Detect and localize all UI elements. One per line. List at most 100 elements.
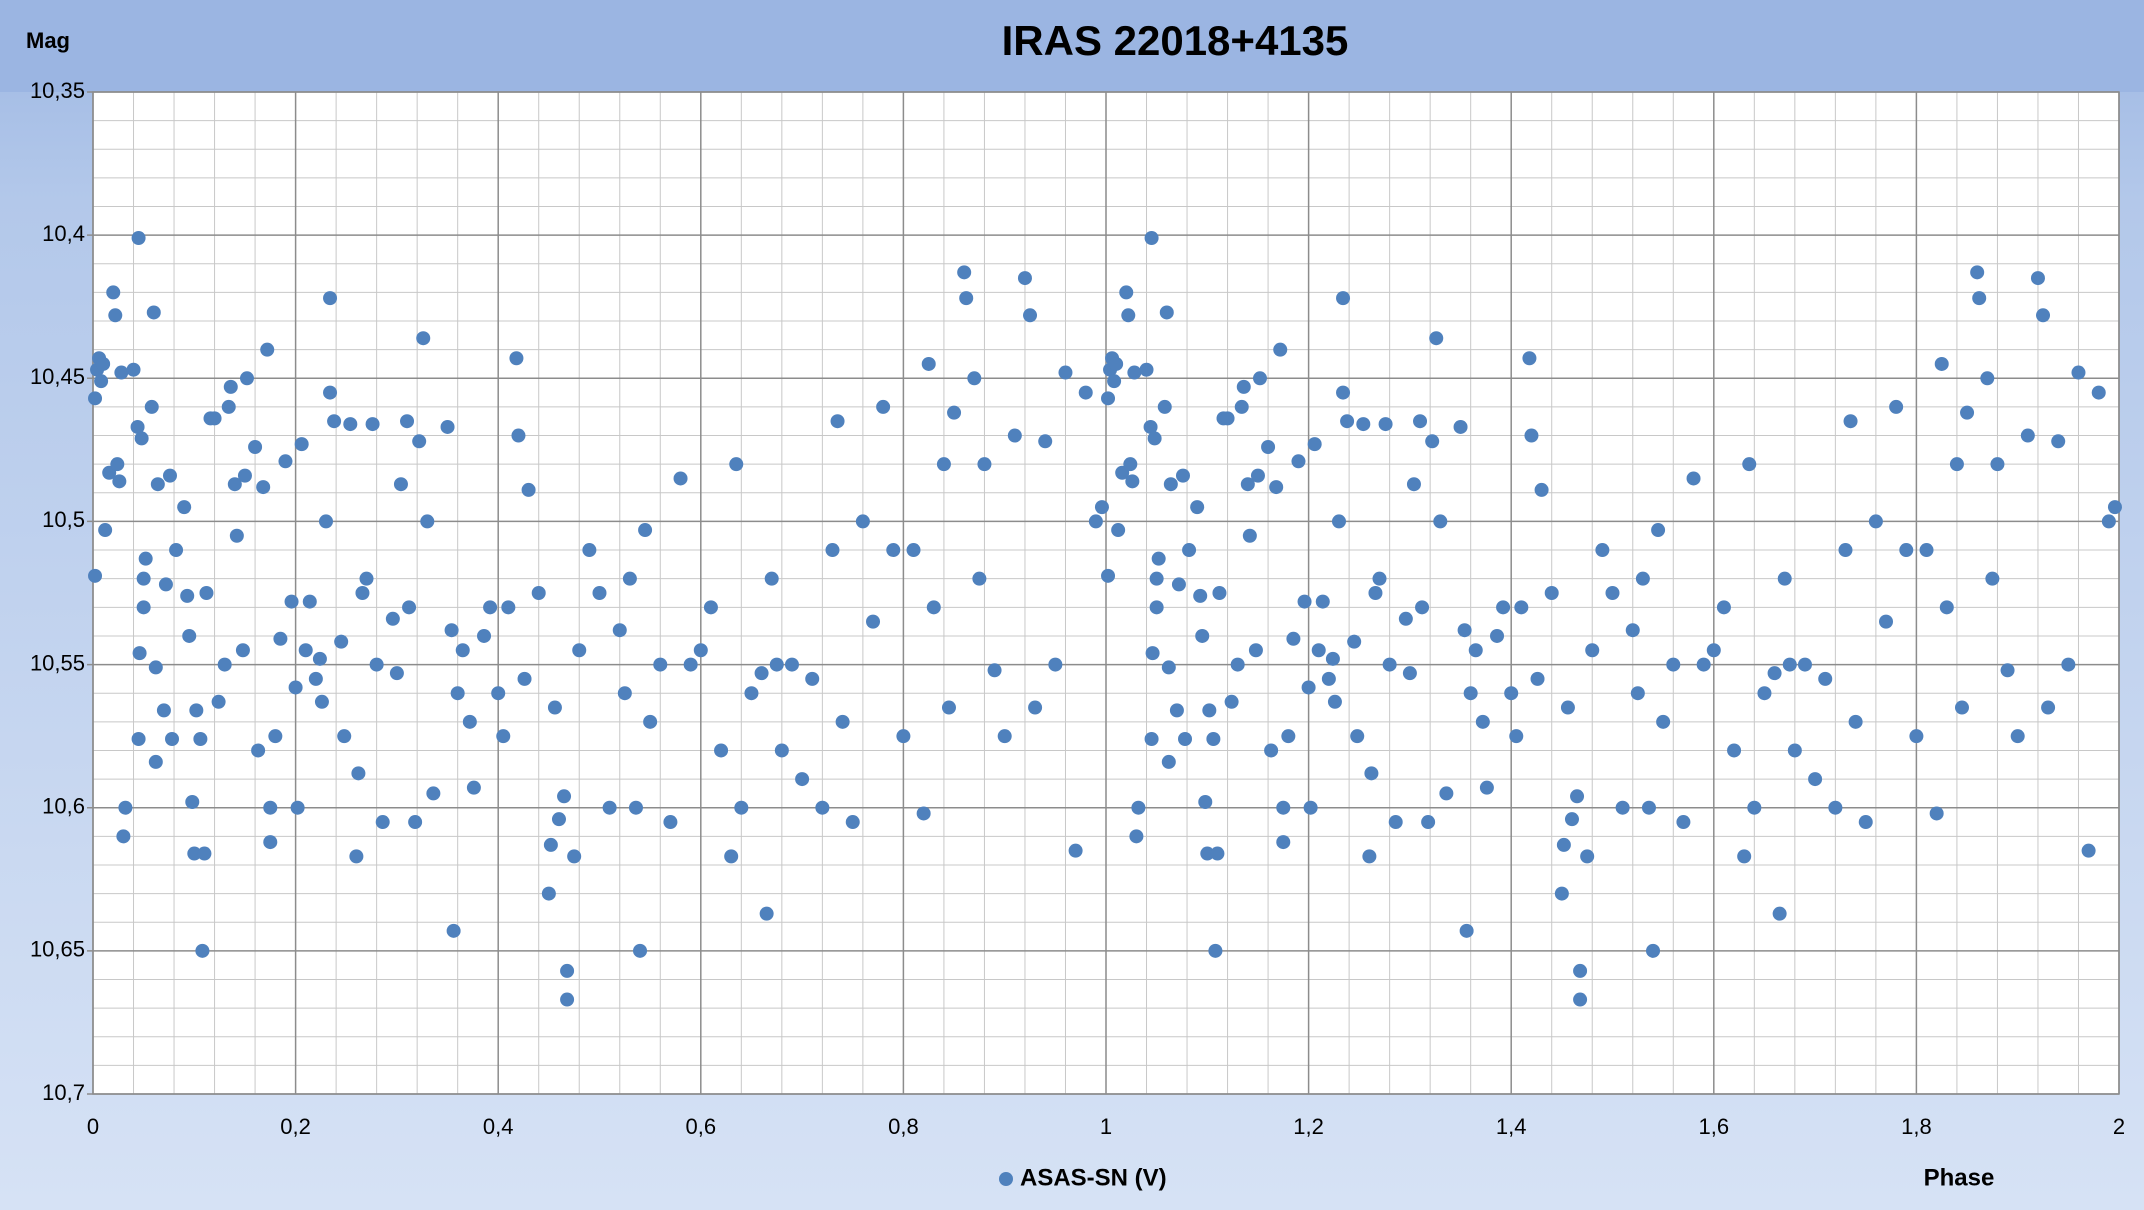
- data-point: [114, 365, 129, 380]
- data-point: [1131, 800, 1146, 815]
- data-point: [835, 714, 850, 729]
- data-point: [1605, 586, 1620, 600]
- data-point: [98, 523, 113, 538]
- data-point: [1524, 428, 1539, 443]
- data-point: [312, 651, 327, 666]
- data-point: [957, 265, 972, 280]
- data-point: [1468, 643, 1483, 658]
- data-point: [1210, 846, 1225, 861]
- data-point: [1676, 815, 1691, 830]
- data-point: [112, 474, 127, 489]
- data-point: [1127, 365, 1142, 380]
- data-point: [1094, 500, 1109, 515]
- data-point: [180, 588, 195, 603]
- data-point: [185, 794, 200, 809]
- data-point: [1175, 468, 1190, 483]
- data-point: [237, 468, 252, 483]
- plot-frame: [92, 91, 2120, 1095]
- data-point: [1737, 849, 1752, 864]
- header-band: [0, 0, 2144, 92]
- data-point: [734, 800, 749, 815]
- x-tick-label: 1: [1100, 1114, 1112, 1139]
- y-tick-label: 10,5: [42, 507, 85, 532]
- data-point: [1240, 477, 1255, 492]
- data-point: [369, 657, 384, 672]
- data-point: [1433, 514, 1448, 529]
- data-point: [1556, 837, 1571, 852]
- data-point: [805, 671, 820, 686]
- data-point: [211, 694, 226, 709]
- data-point: [1382, 657, 1397, 672]
- data-point: [622, 571, 637, 586]
- data-point: [88, 568, 103, 583]
- data-point: [547, 700, 562, 715]
- data-point: [308, 671, 323, 686]
- data-point: [1564, 812, 1579, 827]
- data-point: [1200, 846, 1215, 861]
- data-point: [628, 800, 643, 815]
- x-tick-label: 0,8: [888, 1114, 919, 1139]
- data-point: [769, 657, 784, 672]
- data-point: [1347, 634, 1362, 649]
- data-point: [110, 457, 125, 472]
- x-tick-label: 1,2: [1293, 1114, 1324, 1139]
- data-point: [323, 291, 338, 306]
- y-tick-label: 10,65: [30, 937, 85, 962]
- data-point: [169, 543, 184, 558]
- data-point: [290, 800, 305, 815]
- data-point: [1178, 732, 1193, 747]
- data-point: [1696, 657, 1711, 672]
- data-point: [466, 780, 481, 795]
- data-point: [1276, 800, 1291, 815]
- data-point: [959, 291, 974, 306]
- data-point: [1544, 586, 1559, 600]
- data-point: [1248, 643, 1263, 658]
- data-point: [1276, 835, 1291, 850]
- data-point: [1402, 666, 1417, 681]
- data-point: [1641, 800, 1656, 815]
- data-point: [1242, 528, 1257, 543]
- data-point: [1595, 543, 1610, 558]
- data-point: [1325, 651, 1340, 666]
- data-point: [744, 686, 759, 701]
- data-point: [1479, 780, 1494, 795]
- data-point: [886, 543, 901, 558]
- data-point: [1161, 754, 1176, 769]
- data-point: [106, 285, 121, 300]
- data-point: [531, 586, 546, 600]
- data-point: [420, 514, 435, 529]
- data-point: [1169, 703, 1184, 718]
- data-point: [94, 374, 109, 389]
- data-point: [144, 399, 159, 414]
- data-point: [455, 643, 470, 658]
- data-point: [1224, 694, 1239, 709]
- data-point: [165, 732, 180, 747]
- data-point: [450, 686, 465, 701]
- data-point: [1425, 434, 1440, 449]
- data-point: [365, 417, 380, 432]
- data-point: [1143, 419, 1158, 434]
- data-point: [1336, 291, 1351, 306]
- data-point: [612, 623, 627, 638]
- data-point: [1171, 577, 1186, 592]
- data-point: [1301, 680, 1316, 695]
- data-point: [158, 577, 173, 592]
- data-point: [1960, 405, 1975, 420]
- data-point: [1490, 628, 1505, 643]
- data-point: [323, 385, 338, 400]
- data-point: [1899, 543, 1914, 558]
- data-point: [517, 671, 532, 686]
- x-tick-label: 0,2: [280, 1114, 311, 1139]
- data-point: [1530, 671, 1545, 686]
- data-point: [509, 351, 524, 366]
- data-point: [136, 571, 151, 586]
- data-point: [1252, 371, 1267, 386]
- data-point: [96, 356, 111, 371]
- data-point: [896, 729, 911, 744]
- data-point: [263, 835, 278, 850]
- data-point: [1459, 923, 1474, 938]
- data-point: [1331, 514, 1346, 529]
- data-point: [130, 419, 145, 434]
- data-point: [134, 431, 149, 446]
- data-point: [1220, 411, 1235, 426]
